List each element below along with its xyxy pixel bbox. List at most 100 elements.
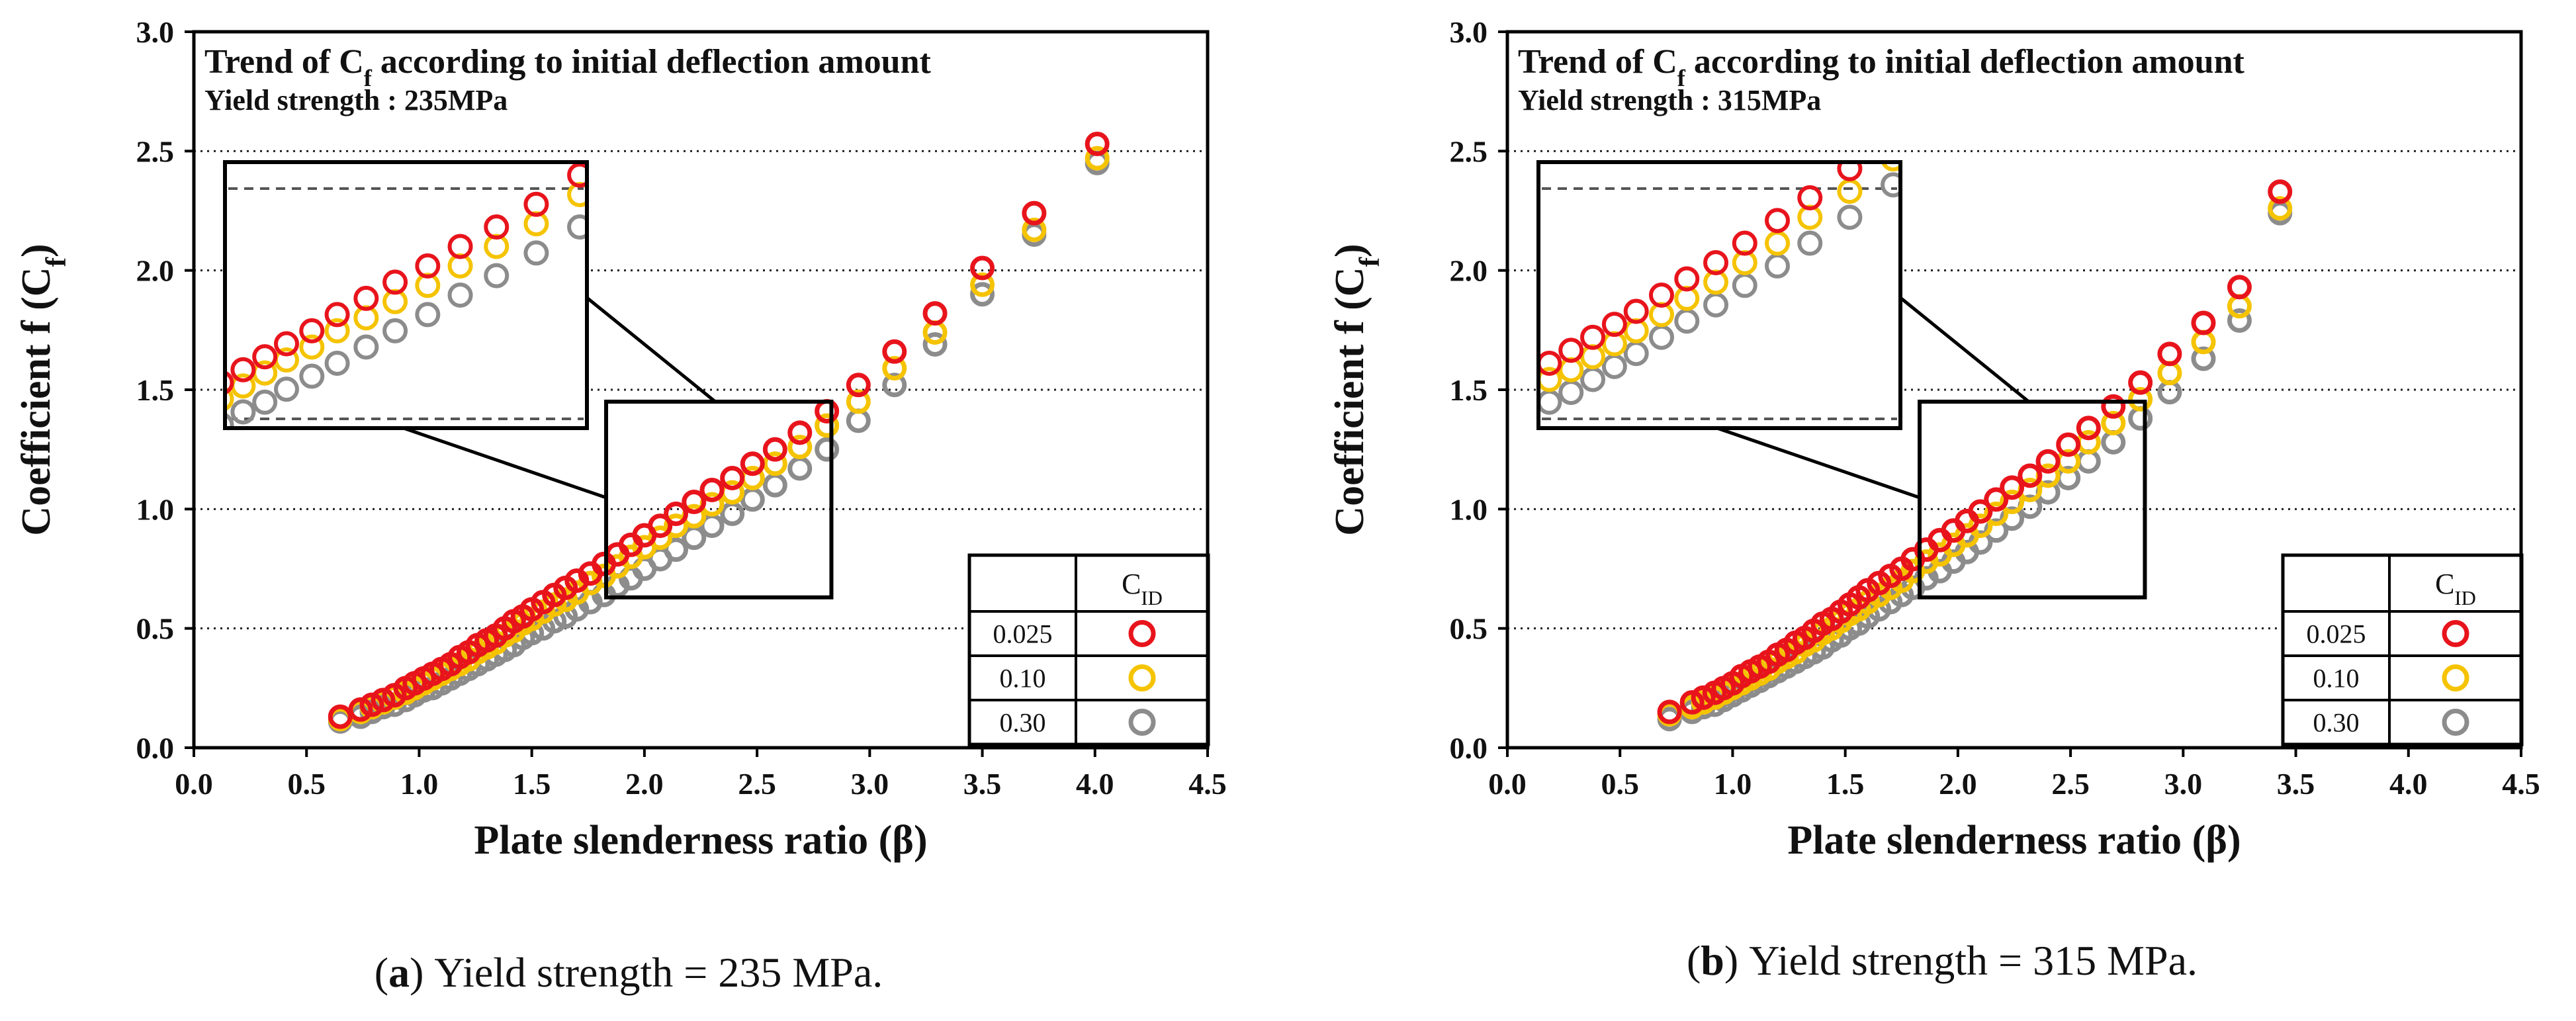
inset-point: [1732, 230, 1757, 256]
legend-marker: [2442, 709, 2469, 736]
y-tick-label: 1.5: [136, 373, 175, 407]
x-tick-label: 1.0: [400, 767, 439, 801]
legend-label: 0.025: [2307, 619, 2366, 649]
legend-box: [2281, 553, 2524, 746]
y-tick-label: 2.0: [1450, 254, 1488, 288]
inset-point: [1257, 537, 1278, 558]
inset-content: [0, 164, 641, 523]
inset-series-0.025: [1227, 164, 1863, 555]
data-point: [2000, 490, 2025, 515]
inset-point: [1580, 324, 1606, 350]
inset-point: [1463, 414, 1484, 435]
caption-b: (b) Yield strength = 315 MPa.: [1686, 937, 2198, 984]
inset-point: [1481, 424, 1502, 445]
inset-point: [620, 177, 641, 199]
inset-point: [382, 318, 408, 343]
inset-point: [1517, 382, 1538, 403]
legend-marker: [1128, 664, 1156, 691]
data-point: [664, 502, 689, 527]
data-point: [348, 697, 373, 722]
inset-point: [1271, 511, 1292, 533]
x-tick-label: 0.0: [1488, 767, 1527, 801]
inset-point: [1300, 496, 1321, 517]
inset-point: [1881, 172, 1898, 198]
data-point: [762, 451, 787, 476]
x-tick-label: 0.0: [175, 767, 213, 801]
y-tick-label: 3.0: [136, 15, 175, 49]
data-point: [682, 490, 707, 515]
inset-point: [1242, 544, 1263, 565]
data-point: [720, 502, 745, 527]
data-point: [815, 413, 840, 438]
y-tick-label: 2.5: [1450, 134, 1488, 168]
data-point: [882, 339, 907, 364]
data-point: [2128, 370, 2153, 395]
data-point: [2191, 346, 2216, 371]
y-tick-label: 1.5: [1450, 373, 1488, 407]
inset-point: [1499, 395, 1520, 416]
inset-point: [1540, 367, 1562, 392]
legend-label: 0.10: [2313, 664, 2360, 693]
x-axis-title: Plate slenderness ratio (β): [474, 818, 927, 863]
data-point: [815, 398, 840, 423]
inset-point: [1242, 534, 1263, 555]
inset-content: [1227, 164, 1898, 565]
inset-point: [1387, 460, 1408, 481]
legend-marker: [2442, 664, 2469, 691]
data-point: [2227, 308, 2252, 333]
data-point: [1984, 487, 2009, 512]
inset-point: [0, 502, 15, 523]
data-point: [1984, 502, 2009, 527]
chart-subtitle: Yield strength : 315MPa: [1518, 84, 1821, 116]
inset-point: [1372, 453, 1394, 474]
inset-point: [1227, 534, 1249, 555]
inset-point: [1444, 424, 1466, 445]
x-tick-label: 3.0: [851, 767, 889, 801]
inset-point: [1415, 440, 1437, 461]
y-tick-label: 1.0: [1450, 492, 1488, 526]
data-point: [846, 389, 871, 414]
y-tick-label: 2.5: [136, 134, 175, 168]
inset-point: [1257, 528, 1278, 549]
data-point: [2101, 394, 2126, 419]
x-tick-label: 3.0: [2164, 767, 2203, 801]
data-point: [970, 272, 995, 297]
x-axis-title: Plate slenderness ratio (β): [1787, 818, 2241, 863]
inset-point: [113, 424, 134, 445]
data-point: [1968, 513, 1993, 539]
inset-point: [1387, 447, 1408, 468]
legend-marker: [2442, 620, 2469, 647]
y-tick-label: 2.0: [136, 254, 175, 288]
data-point: [359, 692, 384, 717]
data-point: [2268, 179, 2293, 204]
y-tick-label: 0.0: [136, 731, 175, 765]
x-tick-label: 1.5: [513, 767, 551, 801]
data-point: [720, 465, 745, 490]
inset-point: [324, 318, 350, 343]
data-point: [328, 704, 353, 729]
inset-point: [447, 234, 473, 259]
caption-a-letter: a: [388, 949, 410, 996]
inset-point: [81, 472, 102, 494]
x-tick-label: 0.5: [287, 767, 326, 801]
x-tick-label: 4.5: [2502, 767, 2540, 801]
data-point: [787, 456, 813, 481]
legend-header: CID: [1122, 568, 1163, 609]
chart-title: Trend of Cf according to initial deflect…: [204, 43, 932, 91]
inset-point: [523, 240, 549, 266]
inset-point: [95, 447, 116, 468]
inset-point: [150, 443, 171, 465]
data-point: [1085, 146, 1110, 171]
inset-point: [273, 331, 299, 357]
inset-point: [1601, 312, 1627, 337]
legend-label: 0.30: [1000, 708, 1046, 738]
inset-point: [1797, 185, 1823, 210]
data-point: [1022, 200, 1047, 226]
inset-point: [66, 463, 87, 484]
legend: CID 0.025 0.10 0.30: [967, 553, 1210, 746]
inset-point: [1623, 298, 1649, 324]
inset-point: [447, 283, 473, 308]
inset-point: [324, 302, 350, 328]
data-point: [740, 487, 765, 512]
